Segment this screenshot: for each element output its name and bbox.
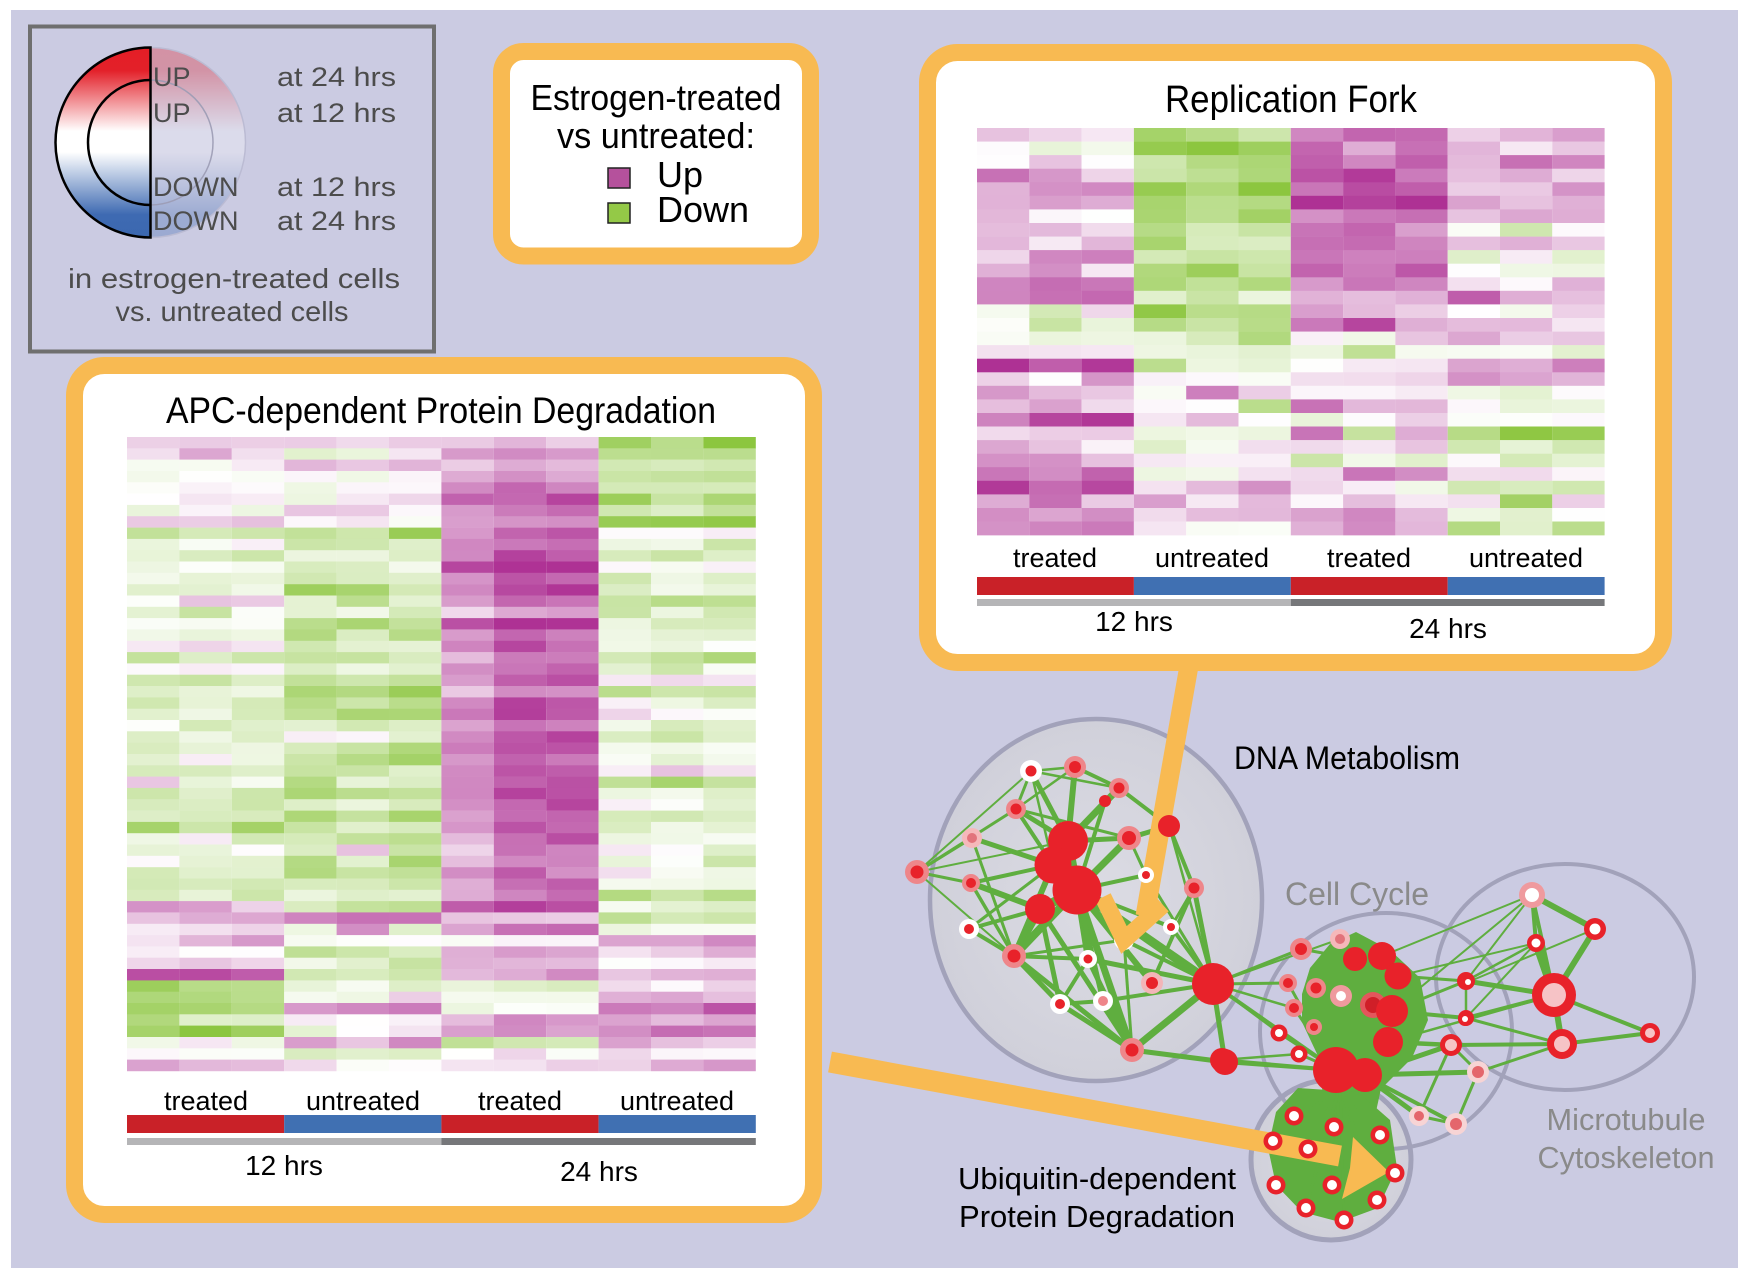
- svg-text:UP: UP: [153, 98, 191, 128]
- svg-text:treated: treated: [1327, 543, 1411, 573]
- svg-text:at 24 hrs: at 24 hrs: [277, 62, 396, 92]
- svg-text:at 24 hrs: at 24 hrs: [277, 206, 396, 236]
- svg-text:Cell Cycle: Cell Cycle: [1285, 876, 1429, 912]
- svg-text:24 hrs: 24 hrs: [560, 1156, 638, 1187]
- svg-text:vs untreated:: vs untreated:: [557, 115, 755, 156]
- svg-text:treated: treated: [1013, 543, 1097, 573]
- svg-text:12 hrs: 12 hrs: [1095, 606, 1173, 637]
- svg-text:Up: Up: [657, 154, 703, 195]
- svg-text:DOWN: DOWN: [153, 172, 238, 202]
- svg-text:Microtubule: Microtubule: [1547, 1102, 1706, 1137]
- svg-text:DNA Metabolism: DNA Metabolism: [1234, 740, 1460, 776]
- svg-text:Estrogen-treated: Estrogen-treated: [531, 77, 782, 118]
- svg-text:at 12 hrs: at 12 hrs: [277, 172, 396, 202]
- svg-text:vs. untreated cells: vs. untreated cells: [116, 296, 349, 327]
- svg-text:untreated: untreated: [306, 1086, 420, 1116]
- svg-text:treated: treated: [164, 1086, 248, 1116]
- svg-text:untreated: untreated: [1469, 543, 1583, 573]
- svg-text:Replication Fork: Replication Fork: [1165, 79, 1418, 121]
- svg-text:untreated: untreated: [620, 1086, 734, 1116]
- svg-text:Protein Degradation: Protein Degradation: [959, 1199, 1235, 1234]
- svg-text:untreated: untreated: [1155, 543, 1269, 573]
- svg-text:UP: UP: [153, 62, 191, 92]
- svg-text:Down: Down: [657, 189, 749, 230]
- svg-text:Ubiquitin-dependent: Ubiquitin-dependent: [958, 1161, 1236, 1196]
- svg-text:DOWN: DOWN: [153, 206, 238, 236]
- svg-text:at 12 hrs: at 12 hrs: [277, 98, 396, 128]
- svg-text:treated: treated: [478, 1086, 562, 1116]
- svg-text:in estrogen-treated cells: in estrogen-treated cells: [68, 263, 400, 294]
- svg-text:12 hrs: 12 hrs: [245, 1150, 323, 1181]
- svg-text:Cytoskeleton: Cytoskeleton: [1538, 1140, 1715, 1175]
- svg-text:APC-dependent Protein Degradat: APC-dependent Protein Degradation: [166, 390, 716, 431]
- svg-text:24 hrs: 24 hrs: [1409, 613, 1487, 644]
